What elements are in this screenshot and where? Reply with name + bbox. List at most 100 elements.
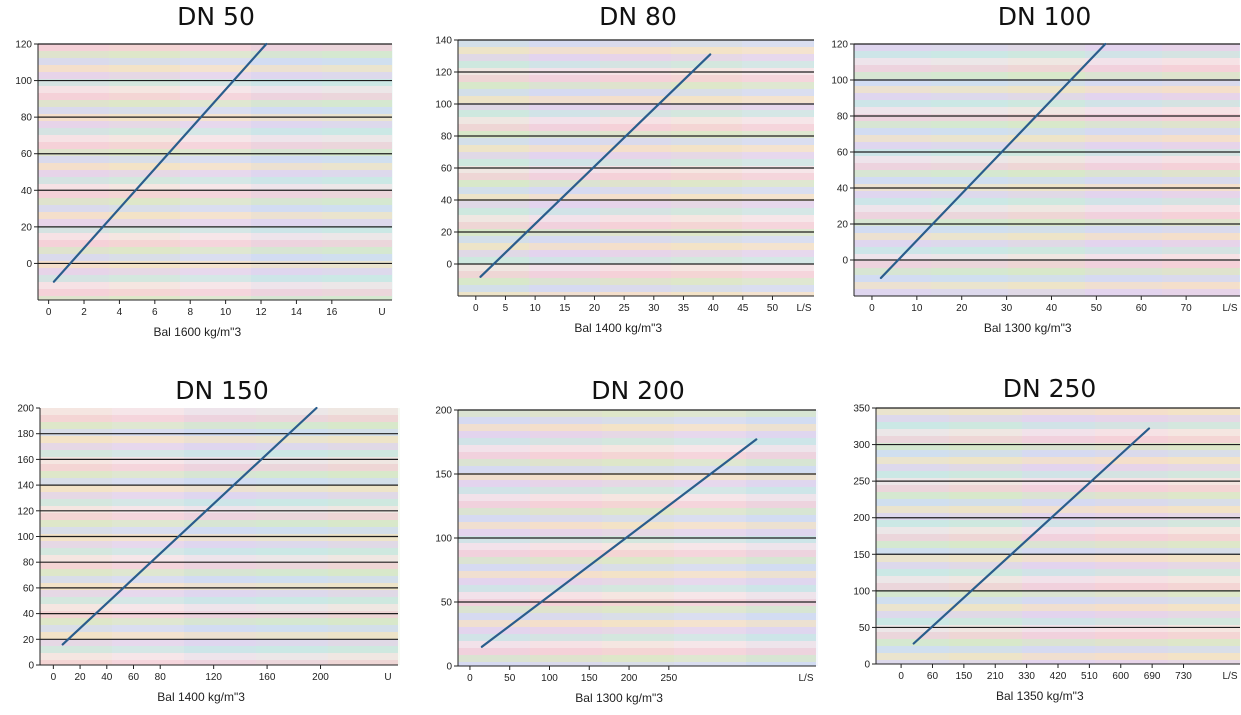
background-band — [38, 247, 392, 254]
background-band — [40, 527, 398, 534]
background-wash — [251, 44, 322, 300]
x-tick-label: 0 — [467, 673, 473, 684]
background-band — [458, 110, 814, 117]
x-axis-label: Bal 1400 kg/m"3 — [157, 690, 245, 704]
background-band — [38, 170, 392, 177]
background-band — [458, 292, 814, 296]
chart-dn100: DN 100 0 20 40 60 80 100 120 0 10 20 30 40 50 60 70 L/S… — [831, 0, 1241, 358]
background-band — [854, 93, 1240, 100]
y-tick-label: 100 — [853, 586, 870, 597]
background-band — [458, 627, 816, 634]
background-band — [458, 257, 814, 264]
background-band — [458, 271, 814, 278]
background-wash — [949, 408, 1022, 664]
x-tick-label: 6 — [152, 307, 158, 318]
background-band — [40, 492, 398, 499]
background-band — [38, 149, 392, 156]
background-band — [458, 222, 814, 229]
background-band — [854, 142, 1240, 149]
background-band — [38, 198, 392, 205]
background-band — [458, 641, 816, 648]
y-tick-label: 50 — [859, 623, 871, 634]
x-tick-label: 0 — [869, 303, 875, 314]
background-band — [38, 296, 392, 300]
background-band — [854, 107, 1240, 114]
chart-dn150: DN 150 0 20 40 60 80 100 120 140 160 180 200 0 20 40 6… — [0, 370, 410, 715]
background-band — [458, 410, 816, 417]
x-tick-label: 8 — [187, 307, 193, 318]
background-band — [458, 494, 816, 501]
y-tick-label: 100 — [15, 76, 32, 87]
y-tick-label: 120 — [831, 40, 848, 51]
background-band — [38, 65, 392, 72]
background-wash — [1168, 408, 1241, 664]
background-band — [876, 534, 1240, 541]
background-band — [458, 473, 816, 480]
background-band — [40, 639, 398, 646]
x-tick-label: 600 — [1112, 671, 1129, 682]
x-tick-label: 510 — [1081, 671, 1098, 682]
x-tick-label: 100 — [541, 673, 558, 684]
chart-dn80: DN 80 0 20 40 60 80 100 120 140 0 5 10 15 20 25 30 35 40… — [416, 0, 826, 358]
background-band — [38, 212, 392, 219]
y-tick-label: 140 — [17, 481, 34, 492]
x-tick-label: 20 — [589, 303, 601, 314]
x-tick-label: 690 — [1144, 671, 1161, 682]
background-band — [876, 555, 1240, 562]
background-band — [38, 156, 392, 163]
y-tick-label: 80 — [21, 113, 33, 124]
background-band — [38, 44, 392, 51]
background-band — [458, 508, 816, 515]
background-band — [458, 278, 814, 285]
background-band — [458, 585, 816, 592]
background-band — [854, 44, 1240, 51]
plot-background — [38, 44, 393, 300]
background-band — [854, 163, 1240, 170]
background-band — [458, 662, 816, 666]
background-band — [458, 529, 816, 536]
y-tick-label: 120 — [17, 506, 34, 517]
x-tick-label: 12 — [255, 307, 267, 318]
background-band — [40, 534, 398, 541]
background-band — [458, 648, 816, 655]
y-tick-label: 120 — [15, 40, 32, 51]
x-tick-label: 30 — [648, 303, 660, 314]
x-tick-label: 40 — [101, 672, 113, 683]
background-wash — [1008, 44, 1085, 296]
background-band — [458, 431, 816, 438]
background-band — [876, 492, 1240, 499]
background-wash — [1085, 44, 1162, 296]
y-tick-label: 0 — [28, 661, 34, 672]
background-band — [854, 268, 1240, 275]
background-band — [40, 590, 398, 597]
background-band — [38, 233, 392, 240]
background-band — [876, 660, 1240, 664]
background-band — [876, 527, 1240, 534]
background-band — [854, 135, 1240, 142]
background-band — [38, 226, 392, 233]
chart-title: DN 250 — [1002, 374, 1097, 403]
y-tick-label: 20 — [837, 220, 849, 231]
background-band — [40, 604, 398, 611]
background-band — [876, 618, 1240, 625]
background-band — [458, 131, 814, 138]
background-band — [458, 152, 814, 159]
x-tick-label: 0 — [46, 307, 52, 318]
background-band — [458, 236, 814, 243]
chart-plot: 0 20 40 60 80 100 120 0 10 20 30 40 50 60 70 L/S Bal 130… — [831, 40, 1240, 335]
y-tick-label: 160 — [17, 455, 34, 466]
background-band — [458, 466, 816, 473]
background-band — [876, 562, 1240, 569]
y-tick-label: 80 — [23, 558, 35, 569]
background-band — [854, 254, 1240, 261]
background-band — [458, 54, 814, 61]
x-tick-label: 0 — [473, 303, 479, 314]
x-tick-label: 160 — [259, 672, 276, 683]
background-band — [38, 282, 392, 289]
y-tick-label: 60 — [21, 149, 33, 160]
background-band — [458, 173, 814, 180]
background-band — [38, 289, 392, 296]
background-band — [40, 443, 398, 450]
y-tick-label: 0 — [842, 256, 848, 267]
y-tick-label: 20 — [23, 635, 35, 646]
